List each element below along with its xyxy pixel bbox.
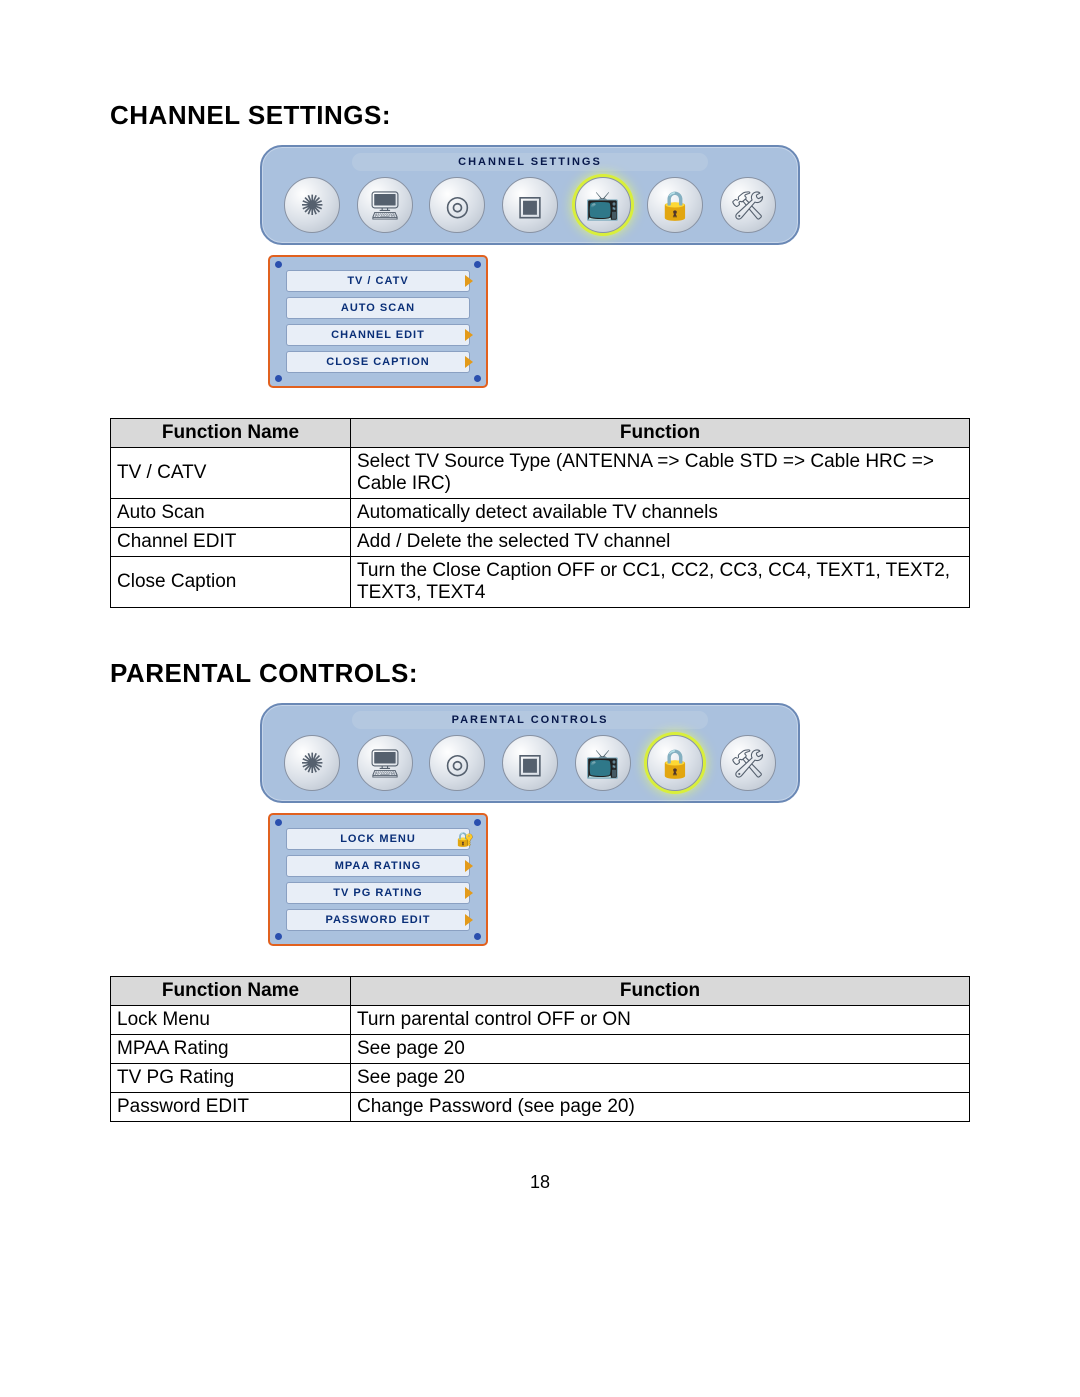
- submenu-item[interactable]: CLOSE CAPTION: [286, 351, 470, 373]
- table-header: Function Name: [111, 419, 351, 448]
- tools-icon[interactable]: 🛠: [720, 177, 776, 233]
- video-icon[interactable]: ▣: [502, 177, 558, 233]
- arrow-icon: [465, 329, 473, 341]
- osd-top-panel: CHANNEL SETTINGS ✺ 🖥 ◎ ▣ 📺 🔒 🛠: [260, 145, 800, 245]
- function-name-cell: Channel EDIT: [111, 528, 351, 557]
- lock-icon: 🔐: [457, 831, 475, 848]
- submenu-item-label: TV PG RATING: [333, 887, 422, 899]
- function-name-cell: Auto Scan: [111, 499, 351, 528]
- function-desc-cell: Turn parental control OFF or ON: [351, 1006, 970, 1035]
- table-row: Password EDITChange Password (see page 2…: [111, 1093, 970, 1122]
- parental-submenu: LOCK MENU🔐MPAA RATINGTV PG RATINGPASSWOR…: [268, 813, 488, 946]
- osd-icon-row: ✺ 🖥 ◎ ▣ 📺 🔒 🛠: [272, 735, 788, 791]
- parental-controls-table: Function Name Function Lock MenuTurn par…: [110, 976, 970, 1122]
- tools-icon[interactable]: 🛠: [720, 735, 776, 791]
- submenu-item-label: LOCK MENU: [340, 833, 416, 845]
- audio-icon[interactable]: ◎: [429, 177, 485, 233]
- submenu-item-label: TV / CATV: [347, 275, 408, 287]
- submenu-item-label: AUTO SCAN: [341, 302, 415, 314]
- function-name-cell: Lock Menu: [111, 1006, 351, 1035]
- osd-title: PARENTAL CONTROLS: [352, 711, 708, 729]
- submenu-item[interactable]: LOCK MENU🔐: [286, 828, 470, 850]
- pc-icon[interactable]: 🖥: [357, 177, 413, 233]
- table-row: Close CaptionTurn the Close Caption OFF …: [111, 557, 970, 608]
- arrow-icon: [465, 860, 473, 872]
- submenu-item[interactable]: MPAA RATING: [286, 855, 470, 877]
- table-row: MPAA RatingSee page 20: [111, 1035, 970, 1064]
- table-row: Channel EDITAdd / Delete the selected TV…: [111, 528, 970, 557]
- channel-settings-table: Function Name Function TV / CATVSelect T…: [110, 418, 970, 608]
- function-name-cell: Password EDIT: [111, 1093, 351, 1122]
- table-row: TV PG RatingSee page 20: [111, 1064, 970, 1093]
- table-header: Function: [351, 419, 970, 448]
- parental-controls-osd: PARENTAL CONTROLS ✺🖥◎▣📺🔒🛠 LOCK MENU🔐MPAA…: [260, 703, 970, 946]
- submenu-item-label: CLOSE CAPTION: [326, 356, 429, 368]
- table-header: Function: [351, 977, 970, 1006]
- function-desc-cell: Select TV Source Type (ANTENNA => Cable …: [351, 448, 970, 499]
- submenu-item-label: MPAA RATING: [335, 860, 422, 872]
- submenu-item[interactable]: TV PG RATING: [286, 882, 470, 904]
- arrow-icon: [465, 275, 473, 287]
- video-icon[interactable]: ▣: [502, 735, 558, 791]
- function-name-cell: MPAA Rating: [111, 1035, 351, 1064]
- submenu-item-label: PASSWORD EDIT: [325, 914, 430, 926]
- arrow-icon: [465, 887, 473, 899]
- function-desc-cell: Change Password (see page 20): [351, 1093, 970, 1122]
- function-desc-cell: Turn the Close Caption OFF or CC1, CC2, …: [351, 557, 970, 608]
- submenu-item[interactable]: CHANNEL EDIT: [286, 324, 470, 346]
- table-row: TV / CATVSelect TV Source Type (ANTENNA …: [111, 448, 970, 499]
- osd-top-panel: PARENTAL CONTROLS ✺ 🖥 ◎ ▣ 📺 🔒 🛠: [260, 703, 800, 803]
- parental-controls-heading: PARENTAL CONTROLS:: [110, 658, 970, 689]
- lock-icon[interactable]: 🔒: [647, 177, 703, 233]
- osd-title: CHANNEL SETTINGS: [352, 153, 708, 171]
- general-icon[interactable]: ✺: [284, 177, 340, 233]
- channel-settings-heading: CHANNEL SETTINGS:: [110, 100, 970, 131]
- function-desc-cell: See page 20: [351, 1035, 970, 1064]
- table-row: Lock MenuTurn parental control OFF or ON: [111, 1006, 970, 1035]
- function-name-cell: TV / CATV: [111, 448, 351, 499]
- submenu-item[interactable]: TV / CATV: [286, 270, 470, 292]
- pc-icon[interactable]: 🖥: [357, 735, 413, 791]
- function-name-cell: TV PG Rating: [111, 1064, 351, 1093]
- function-desc-cell: See page 20: [351, 1064, 970, 1093]
- submenu-item[interactable]: PASSWORD EDIT: [286, 909, 470, 931]
- channel-submenu: TV / CATV AUTO SCAN CHANNEL EDIT CLOSE CAPT…: [268, 255, 488, 388]
- function-desc-cell: Add / Delete the selected TV channel: [351, 528, 970, 557]
- channel-settings-osd: CHANNEL SETTINGS ✺ 🖥 ◎ ▣ 📺 🔒 🛠 TV / CATV AUTO S…: [260, 145, 970, 388]
- osd-icon-row: ✺ 🖥 ◎ ▣ 📺 🔒 🛠: [272, 177, 788, 233]
- function-desc-cell: Automatically detect available TV channe…: [351, 499, 970, 528]
- general-icon[interactable]: ✺: [284, 735, 340, 791]
- arrow-icon: [465, 356, 473, 368]
- table-row: Auto ScanAutomatically detect available …: [111, 499, 970, 528]
- function-name-cell: Close Caption: [111, 557, 351, 608]
- audio-icon[interactable]: ◎: [429, 735, 485, 791]
- page-number: 18: [110, 1172, 970, 1193]
- arrow-icon: [465, 914, 473, 926]
- table-header: Function Name: [111, 977, 351, 1006]
- submenu-item-label: CHANNEL EDIT: [331, 329, 425, 341]
- lock-icon[interactable]: 🔒: [647, 735, 703, 791]
- channel-icon[interactable]: 📺: [575, 177, 631, 233]
- submenu-item[interactable]: AUTO SCAN: [286, 297, 470, 319]
- channel-icon[interactable]: 📺: [575, 735, 631, 791]
